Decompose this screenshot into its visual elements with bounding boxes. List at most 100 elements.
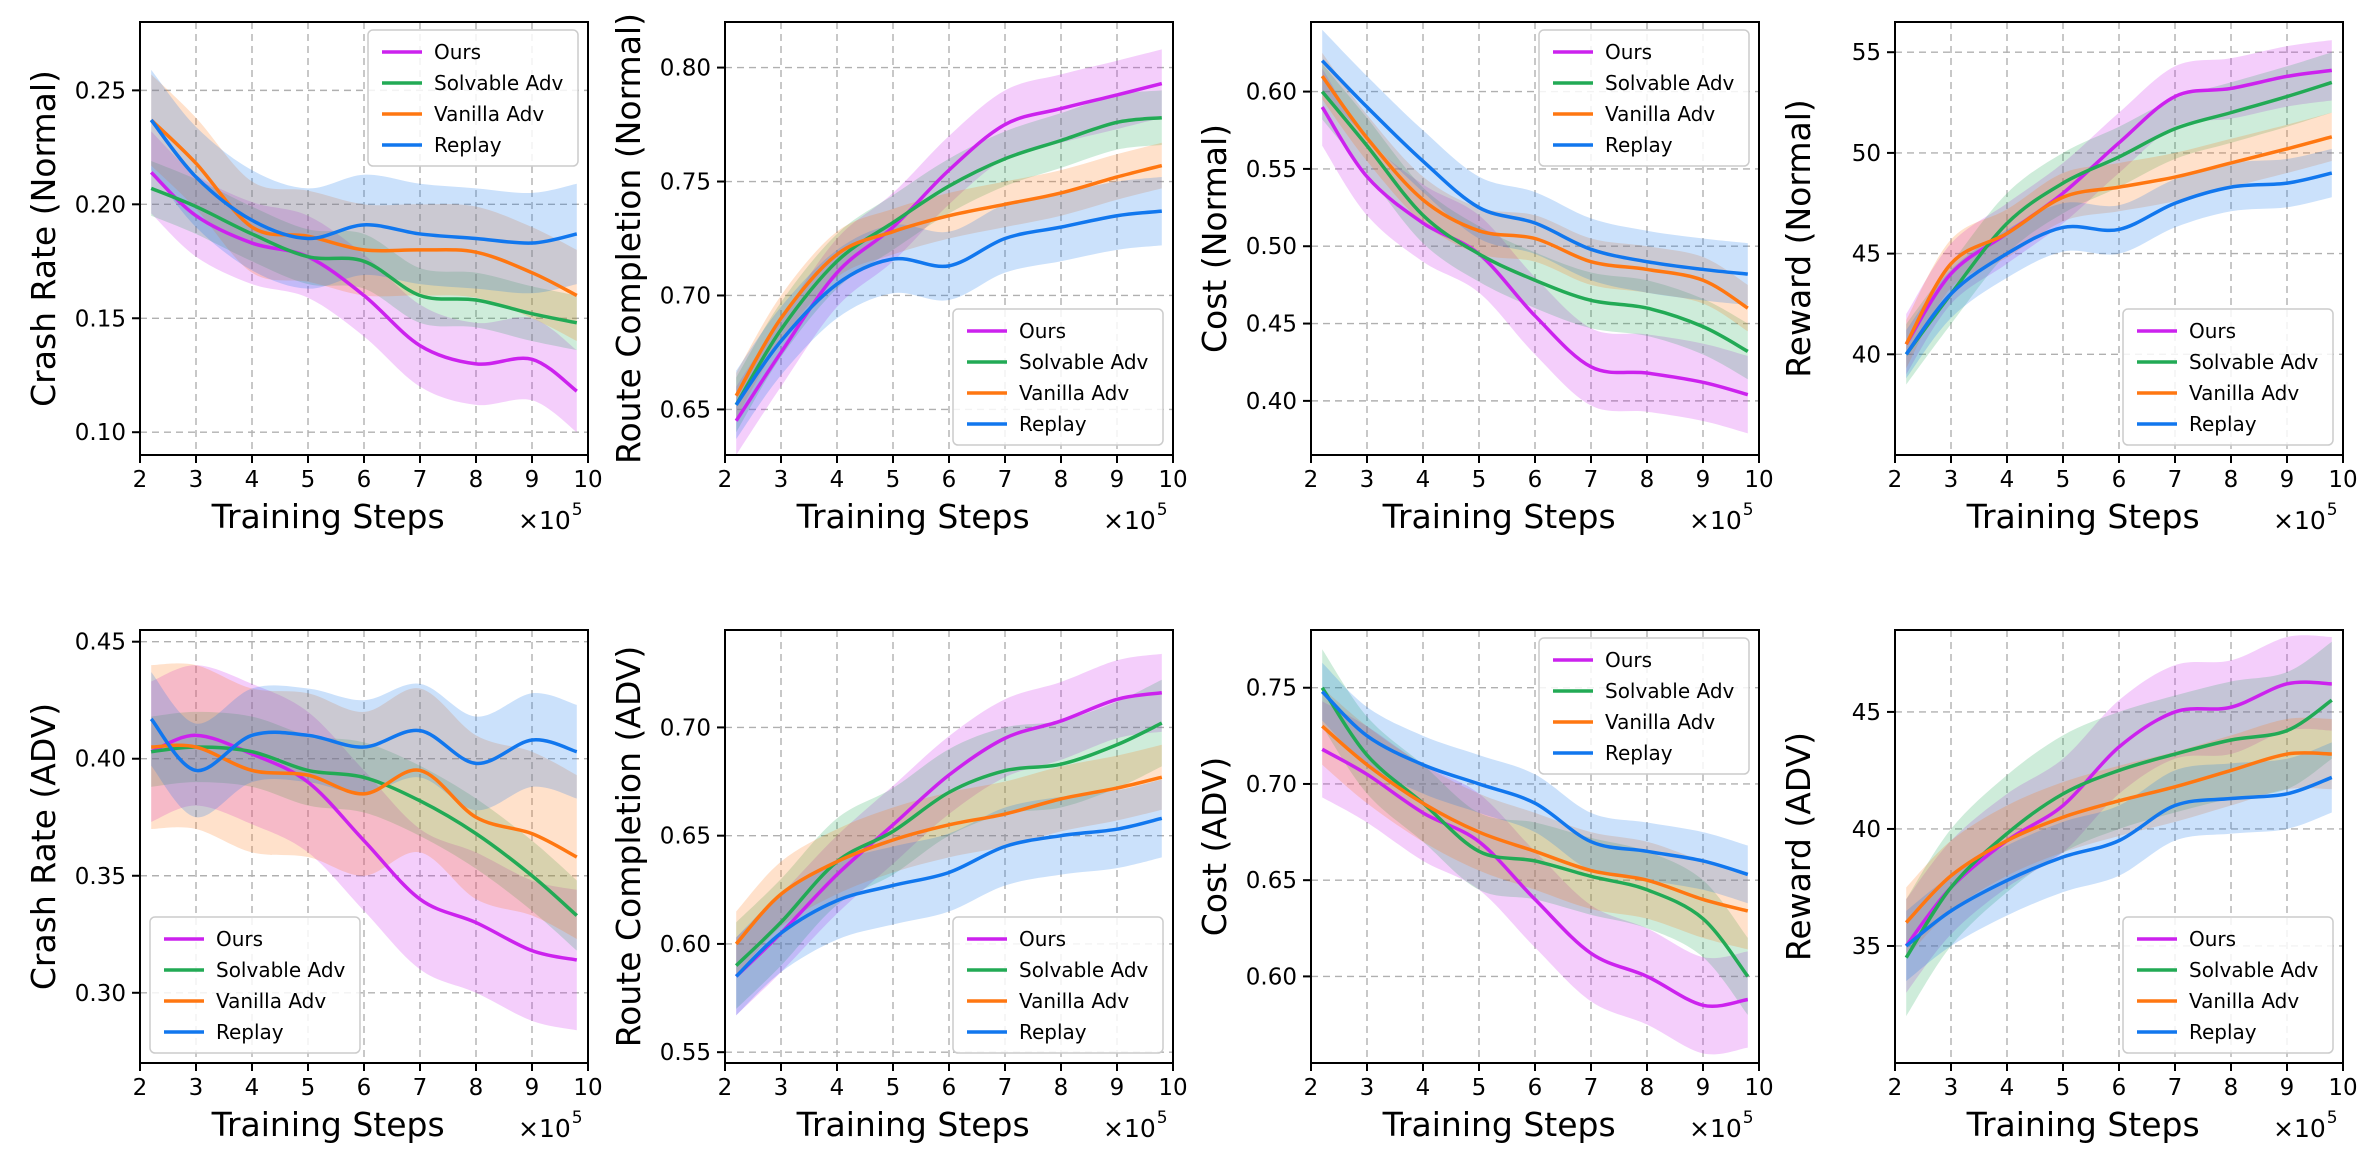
series-line-ours [1904, 68, 2333, 346]
x-tick-label: 9 [2280, 1075, 2295, 1101]
x-tick-label: 4 [1416, 1075, 1431, 1101]
series-line-solvable-adv [1320, 90, 1749, 353]
y-tick-label: 0.40 [75, 747, 126, 773]
legend-label: Ours [1605, 648, 1652, 672]
legend-label: Vanilla Adv [1019, 381, 1129, 405]
x-axis-multiplier: ×105 [518, 1108, 583, 1143]
y-tick-label: 0.45 [75, 630, 126, 656]
legend-label: Ours [434, 40, 481, 64]
confidence-band-vanilla-adv [1906, 717, 2332, 958]
legend-label: Vanilla Adv [1605, 710, 1715, 734]
x-axis-multiplier: ×105 [2273, 500, 2338, 535]
x-tick-label: 3 [774, 467, 789, 493]
y-tick-label: 40 [1852, 342, 1881, 368]
confidence-band-solvable-adv [736, 90, 1162, 433]
x-tick-label: 10 [1744, 1075, 1773, 1101]
x-tick-label: 2 [718, 467, 733, 493]
x-axis-multiplier: ×105 [1103, 1108, 1168, 1143]
x-tick-label: 6 [942, 1075, 957, 1101]
series-line-vanilla-adv [149, 118, 578, 298]
confidence-band-ours [736, 49, 1162, 455]
legend-label: Ours [1019, 927, 1066, 951]
x-tick-label: 2 [133, 1075, 148, 1101]
x-tick-label: 3 [189, 1075, 204, 1101]
confidence-band-replay [736, 779, 1162, 1016]
legend-label: Vanilla Adv [2189, 989, 2299, 1013]
series-line-replay [1905, 775, 2333, 948]
y-tick-label: 0.75 [1246, 676, 1297, 702]
legend-label: Ours [216, 927, 263, 951]
x-tick-label: 6 [2112, 1075, 2127, 1101]
y-tick-label: 0.70 [1246, 772, 1297, 798]
legend-label: Vanilla Adv [1019, 989, 1129, 1013]
x-tick-label: 5 [886, 467, 901, 493]
y-axis-label: Cost (Normal) [1195, 124, 1234, 353]
series-line-ours [150, 733, 578, 962]
confidence-band-ours [736, 653, 1162, 1016]
y-tick-label: 0.65 [660, 397, 711, 423]
legend-label: Replay [2189, 412, 2257, 436]
legend: Ours Solvable Adv Vanilla Adv Replay [1538, 29, 1750, 167]
x-tick-label: 8 [1640, 1075, 1655, 1101]
plot-area [734, 653, 1163, 1016]
legend-box [2122, 916, 2334, 1054]
legend-label: Replay [1605, 741, 1673, 765]
confidence-band-vanilla-adv [1906, 112, 2332, 369]
x-tick-label: 5 [2056, 1075, 2071, 1101]
series-line-ours [149, 171, 578, 393]
x-axis-label: Training Steps [796, 1105, 1030, 1144]
series-line-replay [734, 816, 1163, 978]
x-tick-label: 2 [1304, 1075, 1319, 1101]
legend: Ours Solvable Adv Vanilla Adv Replay [2122, 916, 2334, 1054]
plot-area [1904, 635, 2333, 1017]
x-tick-label: 7 [1584, 1075, 1599, 1101]
confidence-band-solvable-adv [1906, 52, 2332, 385]
y-tick-label: 0.40 [1246, 389, 1297, 415]
x-axis-label: Training Steps [211, 1105, 445, 1144]
y-tick-label: 0.75 [660, 170, 711, 196]
confidence-band-replay [1906, 148, 2332, 379]
legend-label: Solvable Adv [1605, 679, 1735, 703]
x-tick-label: 9 [1696, 1075, 1711, 1101]
x-axis-multiplier: ×105 [518, 500, 583, 535]
y-tick-label: 45 [1852, 700, 1881, 726]
x-tick-label: 5 [886, 1075, 901, 1101]
x-axis-multiplier: ×105 [1689, 1108, 1754, 1143]
chart-panel-6: 2 3 4 5 6 7 8 9 10 0.55 0.60 0.65 0.70 Training Steps… [609, 629, 1188, 1144]
series-line-vanilla-adv [151, 743, 578, 859]
x-tick-label: 4 [245, 1075, 260, 1101]
x-tick-label: 6 [1528, 1075, 1543, 1101]
y-axis-label: Route Completion (ADV) [609, 646, 648, 1048]
x-tick-label: 2 [133, 467, 148, 493]
x-tick-label: 8 [1054, 1075, 1069, 1101]
y-tick-label: 0.70 [660, 715, 711, 741]
legend: Ours Solvable Adv Vanilla Adv Replay [952, 308, 1164, 446]
confidence-band-solvable-adv [1906, 641, 2332, 1017]
x-tick-label: 8 [469, 1075, 484, 1101]
legend-box [367, 29, 579, 167]
x-tick-label: 9 [1110, 1075, 1125, 1101]
confidence-band-ours [1322, 701, 1748, 1055]
y-tick-label: 0.65 [660, 824, 711, 850]
x-tick-label: 8 [2224, 1075, 2239, 1101]
plot-area [1320, 29, 1749, 434]
series-line-replay [149, 118, 578, 245]
series-line-solvable-adv [1904, 698, 2333, 959]
x-tick-label: 7 [1584, 467, 1599, 493]
chart-panel-7: 2 3 4 5 6 7 8 9 10 0.60 0.65 0.70 0.75 Training Steps… [1195, 629, 1774, 1144]
x-tick-label: 8 [1054, 467, 1069, 493]
x-axis-label: Training Steps [796, 497, 1030, 536]
confidence-band-replay [736, 176, 1162, 440]
x-tick-label: 5 [301, 467, 316, 493]
x-tick-label: 9 [1696, 467, 1711, 493]
legend-label: Solvable Adv [1019, 350, 1149, 374]
x-tick-label: 4 [830, 1075, 845, 1101]
plot-area [1904, 40, 2333, 385]
x-tick-label: 3 [1944, 467, 1959, 493]
confidence-band-solvable-adv [151, 161, 577, 351]
x-tick-label: 10 [2328, 1075, 2357, 1101]
legend: Ours Solvable Adv Vanilla Adv Replay [367, 29, 579, 167]
legend-box [2122, 308, 2334, 446]
legend-box [149, 916, 361, 1054]
